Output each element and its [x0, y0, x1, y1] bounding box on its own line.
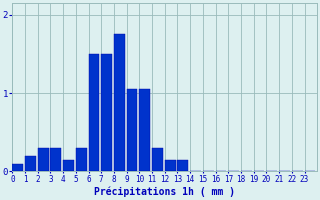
Bar: [178, 160, 188, 171]
Bar: [38, 148, 49, 171]
Bar: [165, 160, 176, 171]
Bar: [89, 54, 99, 171]
Bar: [63, 160, 74, 171]
Bar: [101, 54, 112, 171]
Bar: [114, 34, 125, 171]
X-axis label: Précipitations 1h ( mm ): Précipitations 1h ( mm ): [94, 187, 235, 197]
Bar: [76, 148, 87, 171]
Bar: [127, 89, 138, 171]
Bar: [51, 148, 61, 171]
Bar: [140, 89, 150, 171]
Bar: [12, 164, 23, 171]
Bar: [25, 156, 36, 171]
Bar: [152, 148, 163, 171]
